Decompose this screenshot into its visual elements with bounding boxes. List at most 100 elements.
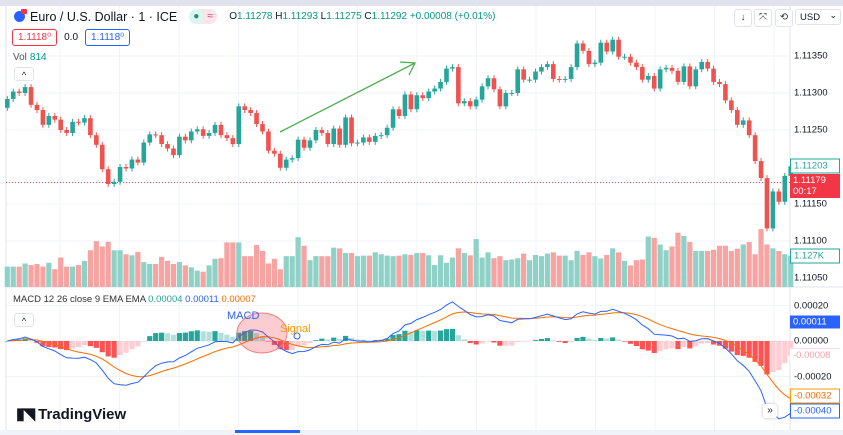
price-axis[interactable]: 1.11350 1.11300 1.11250 1.11150 1.11100 1.110… — [790, 0, 843, 290]
signal-annotation[interactable]: Signal — [280, 323, 311, 335]
tradingview-logo[interactable]: ▮◥ TradingView — [16, 405, 127, 424]
volume-bar — [455, 248, 461, 287]
volume-bar — [426, 255, 432, 287]
fit-screen-button[interactable]: ⤧ — [754, 9, 772, 27]
sell-button[interactable]: 1.1118⁰ — [12, 29, 58, 46]
volume-bar — [58, 257, 64, 287]
volume-bar — [52, 269, 58, 287]
volume-bar — [651, 237, 657, 287]
macd-histogram-bar — [616, 339, 622, 341]
volume-bar — [432, 265, 438, 287]
volume-bar — [461, 253, 467, 287]
macd-histogram-bar — [497, 341, 503, 346]
volume-bar — [657, 244, 663, 287]
macd-histogram-bar — [176, 332, 183, 341]
volume-bar — [633, 260, 640, 287]
macd-histogram-bar — [117, 341, 123, 356]
macd-tick-label: 0.00000 — [794, 335, 829, 347]
macd-histogram-bar — [182, 332, 188, 341]
price-tick-label: 1.11050 — [794, 272, 828, 284]
candle-body — [343, 117, 348, 145]
macd-histogram-bar — [200, 331, 206, 341]
volume-bar — [194, 270, 200, 287]
macd-histogram-bar — [277, 341, 283, 350]
macd-histogram-bar — [230, 336, 236, 341]
macd-histogram-bar — [449, 328, 456, 341]
currency-dropdown[interactable]: USD — [795, 7, 841, 25]
buy-button[interactable]: 1.1118⁰ — [85, 29, 131, 46]
macd-histogram-bar — [675, 341, 681, 350]
candle-body — [46, 115, 52, 125]
macd-histogram-bar — [4, 341, 10, 342]
volume-tag: 1.127K — [790, 248, 840, 264]
candle-body — [319, 130, 325, 133]
collapse-macd-button[interactable]: ^ — [14, 313, 34, 327]
candle-body — [301, 139, 307, 148]
candle-body — [230, 138, 236, 145]
macd-histogram-bar — [366, 340, 372, 341]
candle-body — [687, 66, 693, 87]
candle-body — [194, 129, 200, 132]
volume-bar — [69, 266, 76, 287]
volume-bar — [4, 266, 10, 287]
candle-body — [533, 71, 538, 80]
symbol-title[interactable]: Euro / U.S. Dollar · 1 · ICE — [30, 9, 178, 24]
candle-body — [426, 91, 431, 99]
volume-value: 814 — [29, 52, 47, 63]
volume-bar — [663, 250, 669, 287]
macd-histogram-bar — [432, 330, 438, 341]
macd-histogram-bar — [699, 341, 705, 344]
candle-body — [444, 68, 449, 82]
candle-body — [776, 191, 782, 202]
candle-body — [331, 128, 337, 145]
candle-body — [390, 109, 396, 128]
macd-axis[interactable]: 0.00020 0.00000 -0.00020 0.00011 -0.00008 -0.… — [790, 290, 843, 430]
candle-body — [111, 181, 117, 185]
macd-histogram-bar — [503, 341, 509, 346]
macd-histogram-bar — [402, 330, 408, 341]
volume-bar — [390, 256, 396, 287]
volume-bar — [574, 250, 580, 287]
macd-histogram-bar — [360, 339, 366, 341]
bottom-timeline-bar — [0, 430, 843, 435]
volume-bar — [289, 256, 295, 287]
volume-bar — [16, 266, 22, 287]
macd-annotation[interactable]: MACD — [227, 310, 260, 322]
volume-bar — [705, 250, 711, 287]
macd-histogram-bar — [81, 341, 88, 346]
macd-histogram-bar — [426, 330, 432, 341]
volume-bar — [378, 254, 384, 287]
macd-histogram-bar — [354, 339, 361, 341]
volume-bar — [123, 254, 129, 287]
candle-body — [384, 127, 390, 136]
macd-histogram-bar — [515, 341, 521, 343]
macd-histogram-bar — [372, 340, 378, 341]
candle-body — [378, 135, 384, 137]
candle-body — [420, 95, 426, 99]
high-price-tag: 1.11203 — [790, 158, 840, 174]
candle-body — [372, 135, 378, 142]
candle-body — [586, 50, 592, 65]
candle-body — [545, 64, 550, 68]
candle-body — [153, 134, 158, 136]
down-arrow-button[interactable]: ↓ — [734, 9, 752, 27]
scroll-to-realtime-button[interactable]: » — [763, 404, 777, 418]
top-border — [0, 0, 843, 6]
reset-chart-button[interactable]: ⟲ — [775, 9, 793, 27]
candle-body — [70, 121, 75, 133]
timeline-selection[interactable] — [235, 430, 300, 433]
macd-histogram-bar — [627, 341, 634, 344]
macd-histogram-bar — [271, 341, 277, 345]
macd-histogram-bar — [556, 341, 562, 342]
candle-body — [651, 75, 657, 89]
macd-histogram-bar — [325, 339, 331, 341]
volume-bar — [669, 246, 675, 287]
collapse-legend-button[interactable]: ^ — [14, 67, 34, 81]
trend-arrow-line — [279, 62, 416, 133]
candle-body — [634, 62, 639, 68]
macd-histogram-bar — [420, 330, 426, 341]
candle-body — [159, 135, 164, 145]
macd-histogram-bar — [259, 336, 266, 341]
market-status-toggle[interactable]: ● ≈ — [189, 9, 218, 24]
